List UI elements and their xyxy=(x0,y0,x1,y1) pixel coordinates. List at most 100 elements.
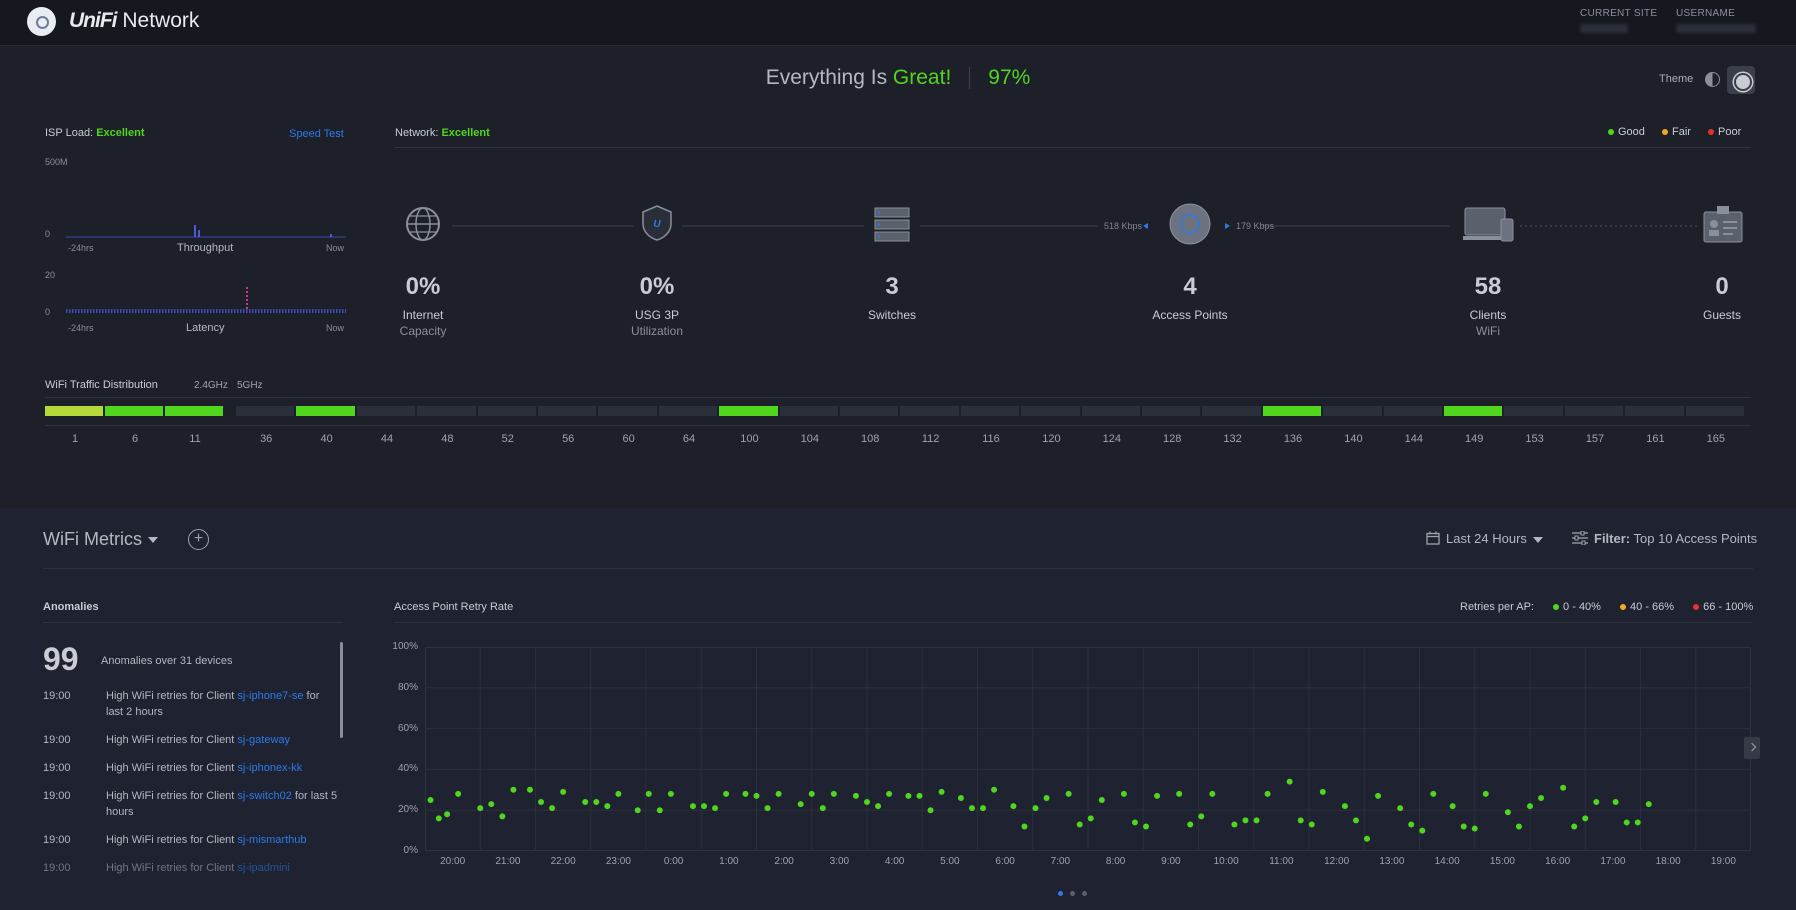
client-link[interactable]: sj-gateway xyxy=(237,734,290,746)
retry-point[interactable] xyxy=(886,790,893,797)
retry-point[interactable] xyxy=(852,792,859,799)
retry-point[interactable] xyxy=(667,790,674,797)
retry-point[interactable] xyxy=(1612,799,1619,806)
retry-point[interactable] xyxy=(455,790,462,797)
retry-point[interactable] xyxy=(582,799,589,806)
retry-point[interactable] xyxy=(1593,799,1600,806)
retry-point[interactable] xyxy=(1209,790,1216,797)
retry-point[interactable] xyxy=(1131,819,1138,826)
retry-point[interactable] xyxy=(764,805,771,812)
retry-point[interactable] xyxy=(1098,797,1105,803)
retry-point[interactable] xyxy=(742,790,749,797)
retry-point[interactable] xyxy=(864,799,870,806)
anomalies-scrollbar[interactable] xyxy=(340,642,343,738)
wifi-metrics-dropdown[interactable]: WiFi Metrics xyxy=(43,529,158,550)
client-link[interactable]: sj-mismarthub xyxy=(237,834,307,846)
retry-point[interactable] xyxy=(1408,821,1415,828)
retry-point[interactable] xyxy=(1154,792,1161,799)
retry-point[interactable] xyxy=(488,801,495,808)
speed-test-link[interactable]: Speed Test xyxy=(289,128,344,140)
unifi-logo-icon[interactable] xyxy=(27,7,56,36)
retry-point[interactable] xyxy=(1582,815,1589,822)
retry-point[interactable] xyxy=(538,799,545,806)
retry-point[interactable] xyxy=(1010,803,1017,810)
current-site-value[interactable] xyxy=(1580,24,1628,33)
filter-selector[interactable]: Filter: Top 10 Access Points xyxy=(1572,530,1757,546)
retry-point[interactable] xyxy=(875,803,882,810)
retry-point[interactable] xyxy=(593,799,600,806)
retry-point[interactable] xyxy=(753,792,760,799)
retry-point[interactable] xyxy=(1364,835,1371,842)
retry-point[interactable] xyxy=(1515,823,1522,830)
retry-point[interactable] xyxy=(510,786,517,793)
retry-point[interactable] xyxy=(1571,823,1578,830)
retry-point[interactable] xyxy=(1297,817,1304,824)
retry-point[interactable] xyxy=(1242,817,1249,824)
retry-point[interactable] xyxy=(604,803,611,810)
retry-point[interactable] xyxy=(1198,813,1205,820)
retry-point[interactable] xyxy=(1032,805,1039,812)
retry-point[interactable] xyxy=(477,805,484,812)
retry-point[interactable] xyxy=(1087,815,1094,822)
retry-point[interactable] xyxy=(927,807,934,814)
username-value[interactable] xyxy=(1676,24,1756,33)
retry-point[interactable] xyxy=(1120,790,1127,797)
page-dot[interactable] xyxy=(1070,891,1075,896)
retry-point[interactable] xyxy=(1231,821,1238,828)
switch-stack-icon[interactable] xyxy=(873,206,911,244)
retry-point[interactable] xyxy=(991,786,998,793)
retry-point[interactable] xyxy=(775,790,782,797)
retry-point[interactable] xyxy=(549,805,556,812)
retry-point[interactable] xyxy=(1352,817,1359,824)
retry-point[interactable] xyxy=(1021,823,1028,830)
retry-point[interactable] xyxy=(1286,778,1293,785)
retry-point[interactable] xyxy=(1341,803,1348,810)
retry-point[interactable] xyxy=(957,794,964,801)
shield-icon[interactable]: U xyxy=(640,204,674,242)
access-point-icon[interactable] xyxy=(1168,202,1212,246)
client-link[interactable]: sj-switch02 xyxy=(237,790,292,802)
retry-point[interactable] xyxy=(1253,817,1260,824)
retry-point[interactable] xyxy=(560,788,567,795)
retry-point[interactable] xyxy=(916,792,923,799)
globe-icon[interactable] xyxy=(405,206,441,242)
retry-point[interactable] xyxy=(797,801,804,808)
client-link[interactable]: sj-iphonex-kk xyxy=(237,762,303,774)
retry-point[interactable] xyxy=(1504,809,1511,816)
client-link[interactable]: sj-ipadmini xyxy=(237,862,290,874)
theme-toggle-icon[interactable] xyxy=(1705,72,1720,87)
guest-badge-icon[interactable] xyxy=(1702,204,1744,244)
retry-point[interactable] xyxy=(444,811,451,818)
retry-point[interactable] xyxy=(980,805,987,812)
retry-point[interactable] xyxy=(1430,790,1437,797)
retry-point[interactable] xyxy=(1375,792,1382,799)
retry-point[interactable] xyxy=(723,790,730,797)
retry-point[interactable] xyxy=(1538,794,1545,801)
retry-point[interactable] xyxy=(689,803,696,810)
retry-point[interactable] xyxy=(1264,790,1271,797)
retry-point[interactable] xyxy=(645,790,652,797)
add-metric-button[interactable]: + xyxy=(188,529,209,550)
retry-point[interactable] xyxy=(1176,790,1183,797)
retry-point[interactable] xyxy=(968,805,975,812)
retry-point[interactable] xyxy=(1043,794,1050,801)
retry-point[interactable] xyxy=(819,805,826,812)
chart-next-arrow-icon[interactable] xyxy=(1744,737,1760,759)
page-dot[interactable] xyxy=(1082,891,1087,896)
retry-point[interactable] xyxy=(435,815,442,822)
retry-point[interactable] xyxy=(1634,819,1641,826)
retry-point[interactable] xyxy=(634,807,641,814)
retry-point[interactable] xyxy=(1065,790,1072,797)
retry-point[interactable] xyxy=(1076,821,1083,828)
retry-point[interactable] xyxy=(1143,823,1150,830)
retry-point[interactable] xyxy=(1419,827,1426,834)
retry-point[interactable] xyxy=(712,805,719,812)
retry-point[interactable] xyxy=(1319,788,1326,795)
retry-point[interactable] xyxy=(1560,784,1567,791)
retry-point[interactable] xyxy=(656,807,663,814)
retry-point[interactable] xyxy=(1623,819,1630,826)
retry-point[interactable] xyxy=(938,788,945,795)
retry-point[interactable] xyxy=(701,803,708,810)
theme-dark-button[interactable] xyxy=(1727,66,1755,94)
retry-point[interactable] xyxy=(830,790,837,797)
